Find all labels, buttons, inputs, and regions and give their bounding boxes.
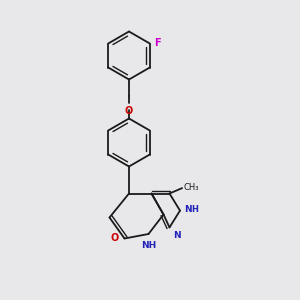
Text: N: N [173, 231, 181, 240]
Text: CH₃: CH₃ [184, 183, 200, 192]
Text: O: O [125, 106, 133, 116]
Text: F: F [154, 38, 160, 49]
Text: NH: NH [141, 241, 156, 250]
Text: O: O [110, 233, 118, 243]
Text: N: N [184, 205, 192, 214]
Text: H: H [192, 205, 199, 214]
